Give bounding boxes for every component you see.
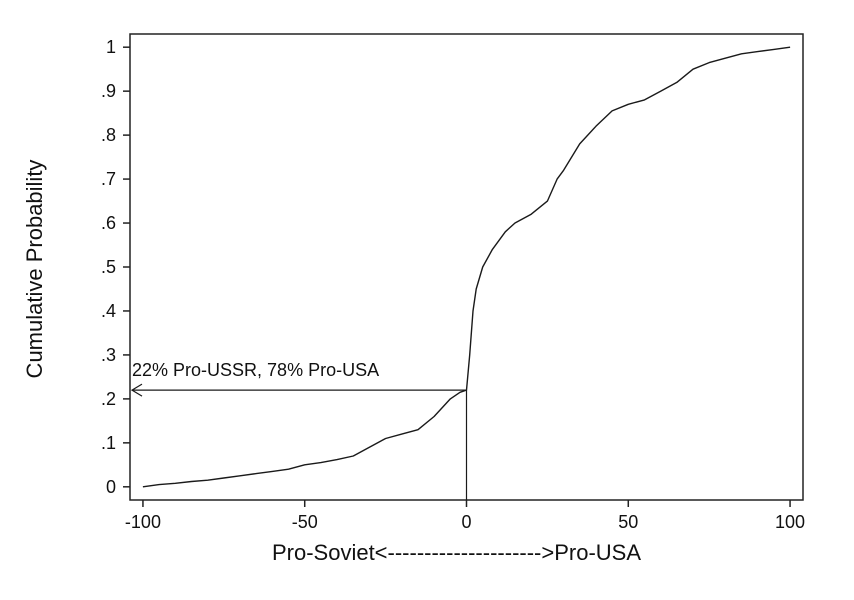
- y-tick-label: .9: [101, 81, 116, 101]
- y-tick-label: .7: [101, 169, 116, 189]
- y-axis-title: Cumulative Probability: [22, 160, 47, 379]
- arrowhead-icon: [130, 383, 143, 397]
- annotation-group: 22% Pro-USSR, 78% Pro-USA: [130, 360, 468, 500]
- y-tick-label: .3: [101, 345, 116, 365]
- axes: -100 -50 0 50 100 0 .1 .2 .3 .4 .5 .6 .7 .8 .9 1: [101, 33, 805, 532]
- x-tick-label: -100: [125, 512, 161, 532]
- y-tick-label: .2: [101, 389, 116, 409]
- x-axis-title: Pro-Soviet<--------------------->Pro-USA: [272, 540, 641, 565]
- y-tick-label: 0: [106, 477, 116, 497]
- x-tick-label: 0: [461, 512, 471, 532]
- annotation-label: 22% Pro-USSR, 78% Pro-USA: [132, 360, 379, 380]
- y-tick-label: 1: [106, 37, 116, 57]
- x-tick-label: 100: [775, 512, 805, 532]
- x-tick-label: -50: [292, 512, 318, 532]
- cdf-line: [142, 46, 791, 488]
- y-tick-label: .4: [101, 301, 116, 321]
- plot-area: [142, 46, 791, 488]
- y-tick-label: .1: [101, 433, 116, 453]
- y-tick-label: .8: [101, 125, 116, 145]
- y-tick-label: .6: [101, 213, 116, 233]
- y-tick-label: .5: [101, 257, 116, 277]
- x-tick-label: 50: [618, 512, 638, 532]
